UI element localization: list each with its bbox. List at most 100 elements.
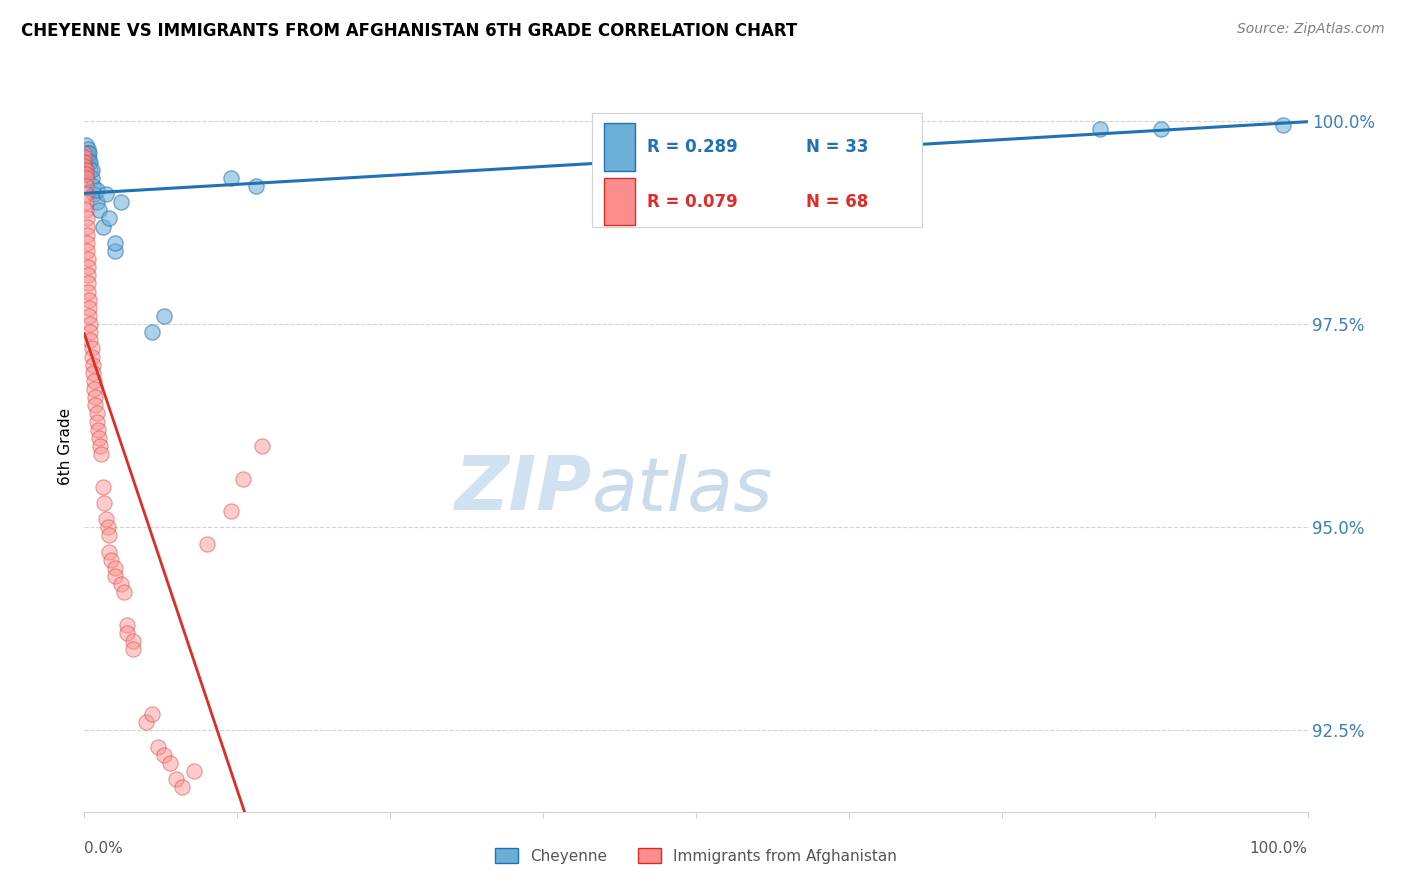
Text: R = 0.289: R = 0.289 — [647, 138, 738, 156]
Point — [90, 447, 112, 461]
Legend: Cheyenne, Immigrants from Afghanistan: Cheyenne, Immigrants from Afghanistan — [489, 842, 903, 870]
Point — [893, 126, 915, 140]
Point — [122, 642, 145, 657]
Point — [77, 309, 100, 323]
Point — [80, 162, 103, 177]
Point — [77, 293, 100, 307]
Point — [146, 739, 169, 754]
Point — [87, 423, 110, 437]
Point — [76, 219, 98, 234]
Point — [84, 390, 107, 404]
Bar — [605, 123, 636, 171]
Point — [75, 178, 97, 193]
Point — [183, 764, 205, 778]
Point — [159, 756, 181, 770]
Point — [831, 130, 853, 145]
Point — [83, 374, 105, 388]
Point — [122, 634, 145, 648]
Point — [79, 334, 101, 348]
Point — [91, 480, 114, 494]
Point — [250, 439, 273, 453]
Point — [77, 268, 100, 283]
Point — [1088, 122, 1111, 136]
Point — [1150, 122, 1173, 136]
Point — [76, 235, 98, 250]
Point — [75, 138, 97, 153]
Point — [79, 154, 101, 169]
Point — [77, 285, 100, 299]
Point — [73, 151, 96, 165]
Point — [100, 553, 122, 567]
Point — [76, 211, 98, 226]
Point — [84, 398, 107, 412]
Point — [141, 707, 163, 722]
Point — [75, 162, 97, 177]
Point — [115, 626, 138, 640]
Point — [104, 235, 127, 250]
Point — [76, 244, 98, 258]
Point — [80, 170, 103, 185]
Point — [153, 309, 176, 323]
Y-axis label: 6th Grade: 6th Grade — [58, 408, 73, 484]
Text: 0.0%: 0.0% — [84, 841, 124, 856]
Point — [86, 415, 108, 429]
Point — [73, 154, 96, 169]
Point — [110, 577, 132, 591]
Point — [77, 142, 100, 156]
Point — [75, 146, 97, 161]
Point — [86, 407, 108, 421]
Point — [89, 439, 111, 453]
Point — [80, 350, 103, 364]
Point — [77, 146, 100, 161]
Point — [219, 504, 242, 518]
Point — [87, 431, 110, 445]
Point — [97, 528, 120, 542]
Point — [80, 342, 103, 356]
Point — [76, 146, 98, 161]
Text: 100.0%: 100.0% — [1250, 841, 1308, 856]
Text: ZIP: ZIP — [454, 453, 592, 526]
Point — [75, 170, 97, 185]
Point — [77, 154, 100, 169]
Point — [82, 178, 104, 193]
Point — [77, 252, 100, 266]
Point — [91, 219, 114, 234]
Point — [77, 146, 100, 161]
Point — [1272, 118, 1295, 132]
Point — [77, 277, 100, 291]
Point — [79, 325, 101, 339]
Point — [110, 195, 132, 210]
Point — [79, 162, 101, 177]
Point — [97, 211, 120, 226]
Point — [79, 317, 101, 331]
Point — [75, 195, 97, 210]
Point — [77, 151, 100, 165]
Point — [77, 260, 100, 275]
Text: atlas: atlas — [592, 454, 773, 526]
Text: N = 68: N = 68 — [806, 193, 869, 211]
Point — [97, 520, 120, 534]
Point — [135, 715, 157, 730]
Point — [172, 780, 194, 795]
Point — [245, 178, 267, 193]
Point — [75, 167, 97, 181]
Point — [96, 187, 118, 202]
Point — [104, 569, 127, 583]
Point — [83, 382, 105, 396]
Bar — [592, 113, 922, 227]
Point — [75, 187, 97, 202]
Point — [76, 154, 98, 169]
Point — [75, 203, 97, 218]
Text: N = 33: N = 33 — [806, 138, 869, 156]
Point — [87, 203, 110, 218]
Point — [82, 358, 104, 372]
Point — [153, 747, 176, 762]
Point — [104, 244, 127, 258]
Point — [86, 195, 108, 210]
Point — [86, 183, 108, 197]
Point — [96, 512, 118, 526]
Point — [83, 187, 105, 202]
Point — [97, 544, 120, 558]
Point — [219, 170, 242, 185]
Point — [141, 325, 163, 339]
